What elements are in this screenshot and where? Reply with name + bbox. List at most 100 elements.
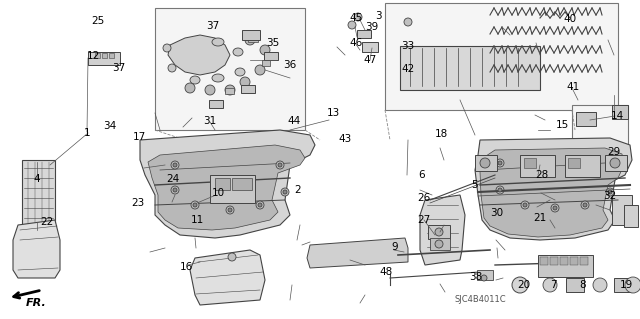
Circle shape — [240, 77, 250, 87]
Bar — [565, 155, 600, 177]
Text: 6: 6 — [419, 170, 426, 180]
Bar — [576, 112, 596, 126]
Bar — [538, 255, 593, 277]
Bar — [568, 158, 580, 168]
Ellipse shape — [212, 38, 224, 46]
Bar — [550, 257, 558, 265]
Bar — [477, 270, 493, 280]
Polygon shape — [168, 35, 230, 75]
Text: 23: 23 — [131, 198, 145, 208]
Bar — [572, 105, 628, 155]
Bar — [109, 53, 114, 58]
Polygon shape — [13, 220, 60, 278]
Circle shape — [348, 21, 356, 29]
Circle shape — [173, 163, 177, 167]
Text: 40: 40 — [563, 14, 577, 24]
Bar — [612, 195, 632, 225]
Text: 18: 18 — [435, 129, 447, 139]
Circle shape — [606, 161, 614, 169]
Circle shape — [226, 206, 234, 214]
Bar — [430, 238, 450, 250]
Ellipse shape — [233, 48, 243, 56]
Polygon shape — [88, 52, 120, 65]
Circle shape — [551, 204, 559, 212]
Text: 4: 4 — [34, 174, 40, 184]
Text: 43: 43 — [339, 134, 351, 144]
Bar — [232, 178, 252, 190]
Text: 47: 47 — [364, 55, 376, 65]
Bar — [540, 257, 548, 265]
Text: 24: 24 — [166, 174, 180, 184]
Bar — [520, 155, 555, 177]
Circle shape — [496, 186, 504, 194]
Bar — [475, 155, 497, 171]
Text: 2: 2 — [294, 185, 301, 195]
Text: 33: 33 — [401, 41, 415, 51]
Circle shape — [173, 188, 177, 192]
Bar — [155, 8, 305, 130]
Text: 37: 37 — [206, 21, 220, 31]
Circle shape — [581, 201, 589, 209]
Text: 30: 30 — [490, 208, 504, 218]
Bar — [264, 52, 278, 60]
Bar — [624, 205, 638, 227]
Text: 19: 19 — [620, 280, 632, 290]
Circle shape — [404, 18, 412, 26]
Circle shape — [228, 208, 232, 212]
Bar — [242, 30, 260, 40]
Bar — [428, 225, 450, 239]
Text: 41: 41 — [566, 82, 580, 92]
Circle shape — [583, 203, 587, 207]
Circle shape — [606, 188, 614, 196]
Text: 31: 31 — [204, 116, 216, 126]
Circle shape — [228, 253, 236, 261]
Ellipse shape — [190, 76, 200, 84]
Circle shape — [354, 13, 362, 21]
Circle shape — [193, 203, 197, 207]
Circle shape — [625, 277, 640, 293]
Bar — [612, 105, 628, 119]
Text: 8: 8 — [580, 280, 586, 290]
Circle shape — [521, 201, 529, 209]
Text: 15: 15 — [556, 120, 568, 130]
Bar — [566, 278, 584, 292]
Bar — [580, 257, 588, 265]
Bar — [215, 178, 230, 190]
Text: 21: 21 — [533, 213, 547, 223]
Circle shape — [191, 201, 199, 209]
Bar — [225, 88, 234, 94]
Text: 45: 45 — [349, 13, 363, 23]
Text: 10: 10 — [211, 188, 225, 198]
Text: 29: 29 — [607, 147, 621, 157]
Text: 46: 46 — [349, 38, 363, 48]
Text: 13: 13 — [326, 108, 340, 118]
Polygon shape — [480, 148, 624, 237]
Text: 26: 26 — [417, 193, 431, 203]
Circle shape — [553, 206, 557, 210]
Text: 39: 39 — [365, 22, 379, 32]
Polygon shape — [148, 145, 305, 230]
Text: 16: 16 — [179, 262, 193, 272]
Circle shape — [435, 228, 443, 236]
Text: 38: 38 — [469, 272, 483, 282]
Text: 37: 37 — [113, 63, 125, 73]
Text: 17: 17 — [132, 132, 146, 142]
Bar — [362, 42, 378, 52]
Bar — [605, 155, 627, 171]
Bar — [95, 53, 100, 58]
Bar — [102, 53, 107, 58]
Bar — [262, 60, 270, 66]
Text: 36: 36 — [284, 60, 296, 70]
Text: 14: 14 — [611, 111, 623, 121]
Ellipse shape — [212, 74, 224, 82]
Text: 28: 28 — [536, 170, 548, 180]
Bar — [210, 175, 255, 203]
Text: 3: 3 — [374, 11, 381, 21]
Bar — [560, 257, 568, 265]
Circle shape — [498, 161, 502, 165]
Polygon shape — [307, 238, 408, 268]
Circle shape — [171, 161, 179, 169]
Ellipse shape — [168, 64, 176, 72]
Circle shape — [258, 203, 262, 207]
Circle shape — [260, 45, 270, 55]
